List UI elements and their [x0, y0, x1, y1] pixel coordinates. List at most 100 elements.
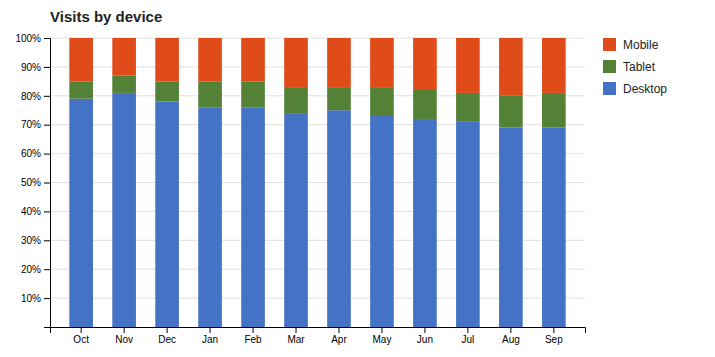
x-tick: Aug: [502, 327, 520, 345]
x-tick-label: Sep: [545, 334, 563, 345]
bar-segment: [112, 38, 136, 76]
legend-item: Mobile: [603, 38, 659, 52]
x-tick-label: Mar: [287, 334, 305, 345]
x-tick: Dec: [158, 327, 176, 345]
bar-segment: [456, 122, 480, 327]
x-tick-mark: [296, 327, 297, 333]
y-tick-mark: [44, 240, 50, 241]
y-tick-mark: [44, 125, 50, 126]
x-tick: Apr: [331, 327, 347, 345]
bars: [69, 38, 565, 327]
series: [69, 76, 565, 128]
y-tick: 80%: [21, 91, 50, 102]
y-tick-label: 80%: [21, 91, 41, 102]
x-tick-label: Jan: [202, 334, 218, 345]
y-tick: 70%: [21, 119, 50, 130]
x-axis-line: [51, 328, 586, 334]
y-tick-label: 70%: [21, 119, 41, 130]
bar-segment: [155, 38, 179, 81]
legend-label: Tablet: [623, 60, 656, 74]
x-tick-label: Apr: [331, 334, 347, 345]
chart: 10% 20% 30% 40% 50% 60% 70% 80% 90% 100% Oct Nov Dec…: [0, 0, 715, 357]
plot: 10% 20% 30% 40% 50% 60% 70% 80% 90% 100% Oct Nov Dec…: [15, 33, 585, 345]
x-tick-mark: [381, 327, 382, 333]
bar-segment: [69, 99, 93, 327]
x-tick-label: Jun: [417, 334, 433, 345]
x-tick: May: [373, 327, 392, 345]
y-axis: 10% 20% 30% 40% 50% 60% 70% 80% 90% 100%: [15, 33, 50, 328]
bar-segment: [69, 81, 93, 98]
bar-segment: [69, 38, 93, 81]
y-tick: 30%: [21, 235, 50, 246]
x-tick-mark: [253, 327, 254, 333]
bar-segment: [198, 38, 222, 81]
y-tick-mark: [44, 67, 50, 68]
y-tick-label: 40%: [21, 206, 41, 217]
x-tick-label: May: [373, 334, 392, 345]
legend-item: Desktop: [603, 82, 667, 96]
bar-segment: [413, 119, 437, 327]
bar-segment: [370, 87, 394, 116]
y-tick: 60%: [21, 148, 50, 159]
bar-segment: [456, 93, 480, 122]
y-tick-mark: [44, 211, 50, 212]
y-tick-mark: [44, 183, 50, 184]
bar-segment: [499, 38, 523, 96]
legend-item: Tablet: [603, 60, 656, 74]
bar-segment: [327, 38, 351, 87]
y-tick: 10%: [21, 293, 50, 304]
y-tick: 90%: [21, 62, 50, 73]
x-tick: Oct: [73, 327, 89, 345]
bar-segment: [284, 38, 308, 87]
y-tick: 100%: [15, 33, 50, 44]
bar-segment: [198, 81, 222, 107]
bar-segment: [542, 93, 566, 128]
y-axis-line: [44, 39, 51, 328]
y-tick-label: 20%: [21, 264, 41, 275]
y-tick-label: 60%: [21, 148, 41, 159]
y-tick-label: 90%: [21, 62, 41, 73]
bar-segment: [241, 107, 265, 327]
y-tick-label: 30%: [21, 235, 41, 246]
x-tick-mark: [338, 327, 339, 333]
x-tick-mark: [467, 327, 468, 333]
x-tick: Jan: [202, 327, 218, 345]
x-tick: Jun: [417, 327, 433, 345]
bar-segment: [112, 76, 136, 93]
legend: Mobile Tablet Desktop: [603, 38, 667, 96]
x-tick: Nov: [115, 327, 133, 345]
x-tick-label: Aug: [502, 334, 520, 345]
y-tick-mark: [44, 298, 50, 299]
bar-segment: [327, 110, 351, 327]
x-tick-label: Oct: [73, 334, 89, 345]
legend-swatch: [603, 82, 616, 95]
bar-segment: [413, 90, 437, 119]
y-tick: 20%: [21, 264, 50, 275]
x-tick: Sep: [545, 327, 563, 345]
bar-segment: [499, 128, 523, 327]
x-axis: Oct Nov Dec Jan Feb Mar Apr May Jun Jul Aug Sep: [51, 327, 586, 345]
series: [69, 93, 565, 327]
bar-segment: [542, 128, 566, 327]
x-tick-mark: [210, 327, 211, 333]
bar-segment: [112, 93, 136, 327]
bar-segment: [499, 96, 523, 128]
x-tick-mark: [81, 327, 82, 333]
bar-segment: [241, 38, 265, 81]
bar-segment: [155, 102, 179, 327]
y-tick-mark: [44, 96, 50, 97]
y-tick-label: 10%: [21, 293, 41, 304]
x-tick-label: Nov: [115, 334, 133, 345]
legend-swatch: [603, 60, 616, 73]
x-tick-mark: [167, 327, 168, 333]
y-tick-label: 50%: [21, 177, 41, 188]
x-tick: Mar: [287, 327, 305, 345]
x-tick-label: Feb: [244, 334, 262, 345]
series: [69, 38, 565, 96]
bar-segment: [198, 107, 222, 327]
y-tick-mark: [44, 38, 50, 39]
legend-label: Mobile: [623, 38, 659, 52]
bar-segment: [370, 38, 394, 87]
x-tick: Jul: [462, 327, 475, 345]
bar-segment: [456, 38, 480, 93]
